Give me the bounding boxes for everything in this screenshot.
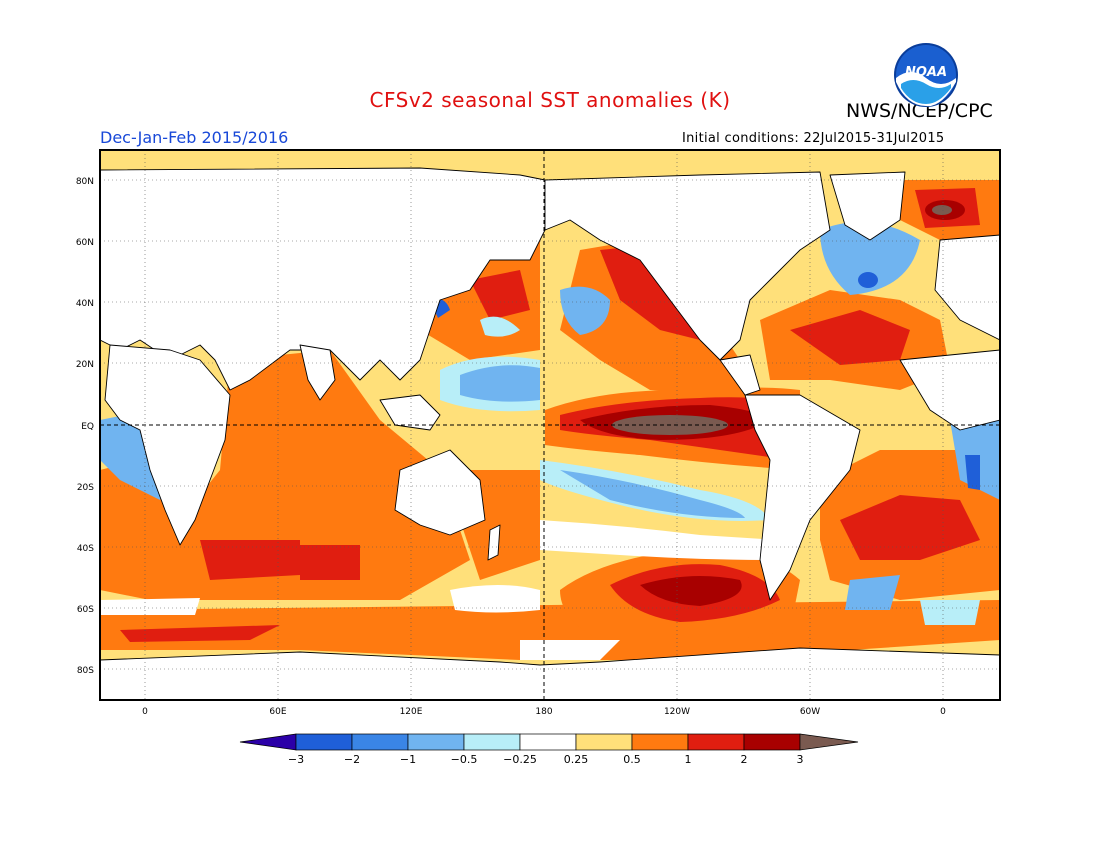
africa-land xyxy=(104,344,231,546)
season-label: Dec-Jan-Feb 2015/2016 xyxy=(100,128,289,147)
lat-axis: 80N 60N 40N 20N EQ 20S 40S 60S 80S xyxy=(76,177,94,676)
colorbar-swatch xyxy=(351,733,409,751)
colorbar-tick-label: 0.25 xyxy=(564,753,589,766)
europe-land-east xyxy=(934,234,1000,341)
india-land xyxy=(299,344,336,401)
lon-axis: 0 60E 120E 180 120W 60W 0 xyxy=(142,707,946,717)
colorbar-swatch xyxy=(743,733,801,751)
colorbar-swatch xyxy=(519,733,577,751)
lat-label: 20N xyxy=(76,360,94,370)
lat-label: 80N xyxy=(76,177,94,187)
colorbar-swatch xyxy=(631,733,689,751)
lat-label: 80S xyxy=(77,666,94,676)
central-america-land xyxy=(719,354,761,396)
australia-land xyxy=(394,449,486,536)
colorbar-swatch xyxy=(575,733,633,751)
colorbar-tick-label: 3 xyxy=(797,753,804,766)
colorbar-tick-label: 2 xyxy=(741,753,748,766)
lon-label: 60W xyxy=(800,707,820,717)
svg-text:NOAA: NOAA xyxy=(905,65,947,80)
chart-title: CFSv2 seasonal SST anomalies (K) xyxy=(369,88,731,112)
colorbar-swatch xyxy=(239,733,297,751)
lat-label: 60S xyxy=(77,605,94,615)
north-america-land xyxy=(544,171,831,361)
lon-label: 0 xyxy=(142,707,148,717)
continents xyxy=(100,167,1000,700)
colorbar-tick-label: −1 xyxy=(400,753,416,766)
colorbar-swatch xyxy=(463,733,521,751)
greenland-land xyxy=(829,171,906,241)
colorbar-tick-label: 1 xyxy=(685,753,692,766)
colorbar-swatch xyxy=(687,733,745,751)
colorbar-tick-label: −2 xyxy=(344,753,360,766)
lon-label: 0 xyxy=(940,707,946,717)
new-zealand-land xyxy=(487,524,501,561)
south-america-land xyxy=(744,394,861,601)
neutral-anomaly-fields xyxy=(100,520,780,660)
colorbar-swatch xyxy=(295,733,353,751)
africa-land-east xyxy=(899,349,1000,431)
lon-label: 180 xyxy=(535,707,552,717)
lat-label: 60N xyxy=(76,238,94,248)
lon-label: 120E xyxy=(400,707,423,717)
lat-label: EQ xyxy=(81,422,94,432)
lat-label: 20S xyxy=(77,483,94,493)
lat-label: 40S xyxy=(77,544,94,554)
colorbar: −3 −2 −1 −0.5 −0.25 0.25 0.5 1 2 3 xyxy=(239,733,859,766)
initial-conditions-label: Initial conditions: 22Jul2015-31Jul2015 xyxy=(682,131,945,146)
agency-label: NWS/NCEP/CPC xyxy=(846,100,993,122)
noaa-logo: NOAA xyxy=(894,43,958,107)
maritime-continent xyxy=(379,394,441,431)
cold-anomaly-fields xyxy=(100,222,1000,625)
colorbar-swatch xyxy=(407,733,465,751)
colorbar-tick-label: −3 xyxy=(288,753,304,766)
lat-label: 40N xyxy=(76,299,94,309)
lon-label: 60E xyxy=(269,707,286,717)
colorbar-tick-label: −0.5 xyxy=(451,753,478,766)
map-frame xyxy=(99,149,1001,701)
antarctica-land xyxy=(100,647,1000,700)
colorbar-swatch xyxy=(799,733,859,751)
lon-label: 120W xyxy=(664,707,690,717)
colorbar-tick-label: 0.5 xyxy=(623,753,641,766)
reference-lines xyxy=(100,150,1000,700)
colorbar-tick-label: −0.25 xyxy=(503,753,537,766)
